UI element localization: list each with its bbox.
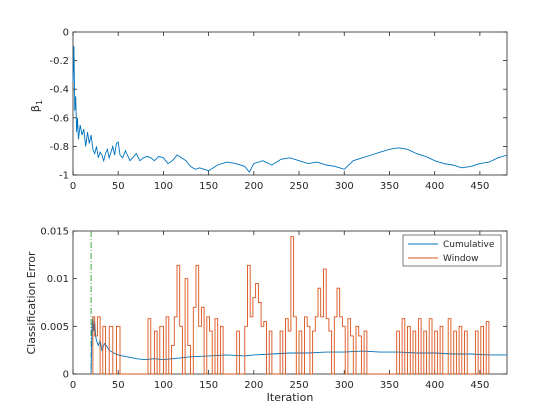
top-ytick-label: 0 [63, 28, 69, 39]
top-ytick-label: -0.6 [49, 113, 69, 124]
top-xtick-label: 0 [70, 181, 76, 192]
top-xtick-label: 100 [154, 181, 173, 192]
bottom-xtick-label: 250 [289, 380, 308, 391]
top-series [72, 46, 508, 173]
bottom-window-series-line [91, 236, 490, 375]
legend-box [402, 234, 502, 267]
bottom-ytick-label: 0 [63, 370, 69, 381]
bottom-ticks: 0 50 100 150 200 250 300 350 400 450 0 0.005 0.01 0.0… [40, 227, 507, 391]
bottom-xtick-label: 350 [380, 380, 399, 391]
top-panel: 0 50 100 150 200 250 300 350 400 450 -1 -0.8 -0.6 -0.… [29, 28, 508, 192]
top-ytick-label: -0.2 [49, 56, 69, 67]
bottom-cumulative-series-line [90, 316, 507, 375]
top-xtick-label: 50 [112, 181, 125, 192]
bottom-xtick-label: 400 [425, 380, 444, 391]
top-xtick-label: 350 [380, 181, 399, 192]
top-ytick-label: -1 [59, 171, 69, 182]
bottom-xtick-label: 200 [244, 380, 263, 391]
bottom-ytick-label: 0.005 [40, 322, 69, 333]
bottom-ytick-label: 0.01 [47, 274, 69, 285]
bottom-xtick-label: 300 [335, 380, 354, 391]
bottom-panel: 0 50 100 150 200 250 300 350 400 450 0 0.005 0.01 0.0… [25, 227, 508, 404]
legend: Cumulative Window [402, 234, 502, 267]
bottom-xtick-label: 450 [470, 380, 489, 391]
top-beta-series-line [72, 46, 508, 173]
legend-label-cumulative: Cumulative [443, 240, 495, 250]
bottom-xtick-label: 0 [70, 380, 76, 391]
legend-label-window: Window [443, 254, 479, 264]
top-xtick-label: 400 [425, 181, 444, 192]
bottom-series [90, 231, 507, 375]
top-ylabel: β1 [29, 100, 44, 112]
top-ylabel-subscript: 1 [35, 100, 44, 105]
top-xtick-label: 200 [244, 181, 263, 192]
bottom-xtick-label: 150 [199, 380, 218, 391]
bottom-xtick-label: 100 [154, 380, 173, 391]
bottom-ytick-label: 0.015 [40, 227, 69, 238]
top-ylabel-text: β [29, 105, 42, 112]
top-plot-area [72, 31, 508, 176]
bottom-xlabel: Iteration [267, 391, 314, 404]
top-xtick-label: 150 [199, 181, 218, 192]
top-xtick-label: 250 [289, 181, 308, 192]
bottom-ylabel: Classification Error [25, 251, 38, 355]
top-ticks: 0 50 100 150 200 250 300 350 400 450 -1 -0.8 -0.6 -0.… [49, 28, 507, 192]
top-xtick-label: 300 [335, 181, 354, 192]
top-ytick-label: -0.8 [49, 142, 69, 153]
top-ytick-label: -0.4 [49, 85, 69, 96]
top-xtick-label: 450 [470, 181, 489, 192]
bottom-xtick-label: 50 [112, 380, 125, 391]
